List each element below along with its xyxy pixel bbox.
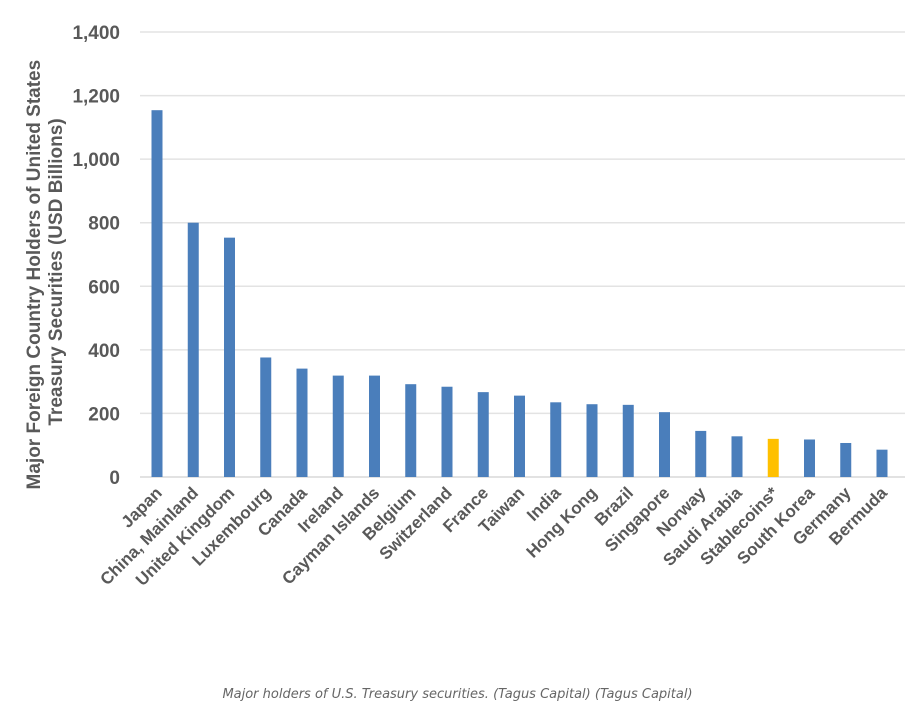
- bar-hong-kong: [586, 404, 598, 477]
- y-tick-label: 800: [88, 214, 120, 235]
- y-tick-label: 200: [88, 404, 120, 425]
- bar-south-korea: [804, 439, 815, 477]
- y-axis-title-line-1: Major Foreign Country Holders of United …: [24, 60, 45, 490]
- bar-saudi-arabia: [731, 436, 743, 477]
- figure-caption: Major holders of U.S. Treasury securitie…: [222, 687, 693, 702]
- bar-norway: [695, 430, 707, 477]
- bar-singapore: [659, 412, 670, 477]
- y-tick-label: 1,000: [72, 150, 120, 171]
- bar-brazil: [622, 404, 634, 477]
- bar-canada: [296, 368, 308, 477]
- y-axis-title: Major Foreign Country Holders of United …: [24, 55, 67, 490]
- bar-luxembourg: [260, 357, 272, 477]
- y-tick-label: 400: [88, 341, 120, 362]
- bar-japan: [151, 110, 163, 477]
- bar-china-mainland: [187, 222, 199, 477]
- y-tick-label: 1,400: [72, 23, 120, 44]
- bar-india: [550, 402, 562, 477]
- bar-belgium: [405, 384, 417, 477]
- bar-united-kingdom: [224, 237, 235, 477]
- bar-chart: 0 200 400 600 800 1,000 1,200 1,400 JapanChina,…: [24, 23, 905, 590]
- bar-switzerland: [441, 386, 453, 477]
- bar-germany: [840, 442, 852, 477]
- y-axis-title-line-2: Treasury Securities (USD Billions): [46, 118, 67, 425]
- bar-bermuda: [876, 449, 888, 477]
- bar-france: [477, 392, 489, 477]
- y-tick-label: 600: [88, 277, 120, 298]
- y-tick-label: 1,200: [72, 87, 120, 108]
- y-axis-ticks: 0 200 400 600 800 1,000 1,200 1,400: [72, 23, 120, 489]
- bar-stablecoins: [767, 438, 779, 477]
- bars: [151, 110, 888, 477]
- bar-ireland: [332, 375, 344, 477]
- y-tick-label: 0: [109, 468, 120, 489]
- bar-taiwan: [514, 395, 525, 477]
- bar-cayman-islands: [369, 375, 380, 477]
